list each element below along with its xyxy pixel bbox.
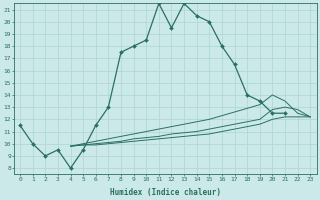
X-axis label: Humidex (Indice chaleur): Humidex (Indice chaleur) [110,188,220,197]
